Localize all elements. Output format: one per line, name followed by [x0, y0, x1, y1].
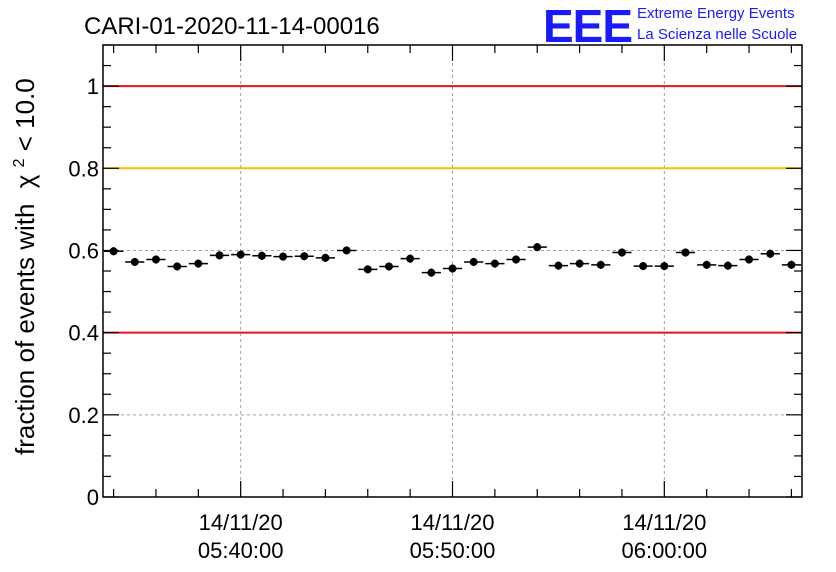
data-point	[464, 257, 484, 267]
data-point	[337, 246, 357, 255]
y-tick-label: 1	[87, 74, 99, 99]
point-marker	[787, 260, 796, 269]
data-point	[188, 259, 208, 268]
reference-lines	[103, 85, 802, 334]
data-point	[739, 255, 759, 264]
y-tick-label: 0.2	[68, 403, 99, 428]
x-tick-label-time: 05:50:00	[410, 538, 496, 563]
x-tick-label-date: 14/11/20	[622, 510, 706, 535]
data-point	[315, 253, 335, 262]
data-point	[294, 252, 314, 261]
data-point	[379, 262, 399, 271]
point-marker	[723, 261, 732, 270]
point-marker	[257, 251, 266, 260]
x-tick-label-time: 06:00:00	[621, 538, 707, 563]
y-tick-label: 0.6	[68, 238, 99, 263]
y-tick-label: 0.8	[68, 156, 99, 181]
y-axis-label-chi: χ	[10, 174, 40, 188]
point-marker	[469, 257, 478, 266]
data-point	[527, 243, 547, 252]
data-point	[421, 268, 441, 277]
data-point	[760, 249, 780, 258]
data-point	[675, 248, 696, 257]
point-marker	[279, 252, 288, 261]
point-marker	[342, 246, 351, 255]
x-tick-label-time: 05:40:00	[198, 538, 284, 563]
data-point	[146, 255, 166, 264]
point-marker	[215, 251, 224, 260]
point-marker	[766, 249, 775, 258]
point-marker	[554, 261, 563, 270]
point-marker	[596, 260, 605, 269]
data-point	[654, 261, 674, 271]
data-point	[591, 260, 611, 269]
point-marker	[173, 262, 182, 271]
point-marker	[406, 254, 415, 263]
point-marker	[194, 259, 203, 268]
data-point	[485, 259, 505, 268]
data-point	[104, 247, 124, 256]
point-marker	[617, 248, 626, 257]
point-marker	[236, 250, 245, 259]
point-marker	[639, 262, 648, 271]
data-point	[718, 261, 738, 270]
eee-logo: EEE Extreme Energy Events La Scienza nel…	[543, 0, 797, 52]
data-point	[125, 257, 145, 267]
data-point	[570, 259, 590, 268]
x-axis: 14/11/20 05:40:00 14/11/20 05:50:00 14/11/20…	[112, 45, 793, 563]
y-tick-label: 0.4	[68, 321, 99, 346]
data-point	[252, 251, 272, 260]
data-point	[209, 251, 230, 260]
data-point	[697, 260, 717, 269]
data-point	[167, 262, 187, 271]
point-marker	[151, 255, 160, 264]
point-marker	[745, 255, 754, 264]
point-marker	[512, 255, 521, 264]
point-marker	[575, 259, 584, 268]
x-tick-label-date: 14/11/20	[410, 510, 494, 535]
data-points	[104, 243, 801, 277]
y-axis-label-prefix: fraction of events with	[10, 204, 40, 455]
data-point	[358, 265, 378, 274]
data-point	[781, 260, 801, 269]
y-axis: 0 0.2 0.4 0.6 0.8 1	[68, 44, 802, 510]
point-marker	[109, 247, 118, 256]
data-point	[548, 261, 568, 270]
point-marker	[533, 243, 542, 252]
eee-logo-line2: La Scienza nelle Scuole	[637, 26, 797, 43]
x-tick-label-date: 14/11/20	[199, 510, 283, 535]
y-axis-label-sup: 2	[11, 158, 28, 167]
y-tick-label: 0	[87, 485, 99, 510]
y-axis-label: fraction of events with χ 2 < 10.0	[0, 78, 40, 455]
data-point	[273, 252, 293, 261]
point-marker	[427, 268, 436, 277]
data-point	[506, 255, 526, 264]
point-marker	[702, 260, 711, 269]
point-marker	[384, 262, 393, 271]
point-marker	[448, 264, 457, 273]
eee-logo-mark: EEE	[543, 0, 632, 52]
point-marker	[660, 262, 669, 271]
data-point	[442, 264, 463, 273]
y-axis-label-suffix: < 10.0	[10, 78, 40, 151]
point-marker	[321, 253, 330, 262]
point-marker	[130, 257, 139, 266]
point-marker	[300, 252, 309, 261]
point-marker	[490, 259, 499, 268]
data-point	[612, 248, 632, 257]
eee-logo-line1: Extreme Energy Events	[637, 5, 795, 22]
point-marker	[363, 265, 372, 274]
data-point	[633, 261, 653, 271]
point-marker	[681, 248, 690, 257]
data-point	[400, 254, 420, 263]
data-point	[231, 250, 251, 259]
chart-title: CARI-01-2020-11-14-00016	[84, 13, 380, 40]
